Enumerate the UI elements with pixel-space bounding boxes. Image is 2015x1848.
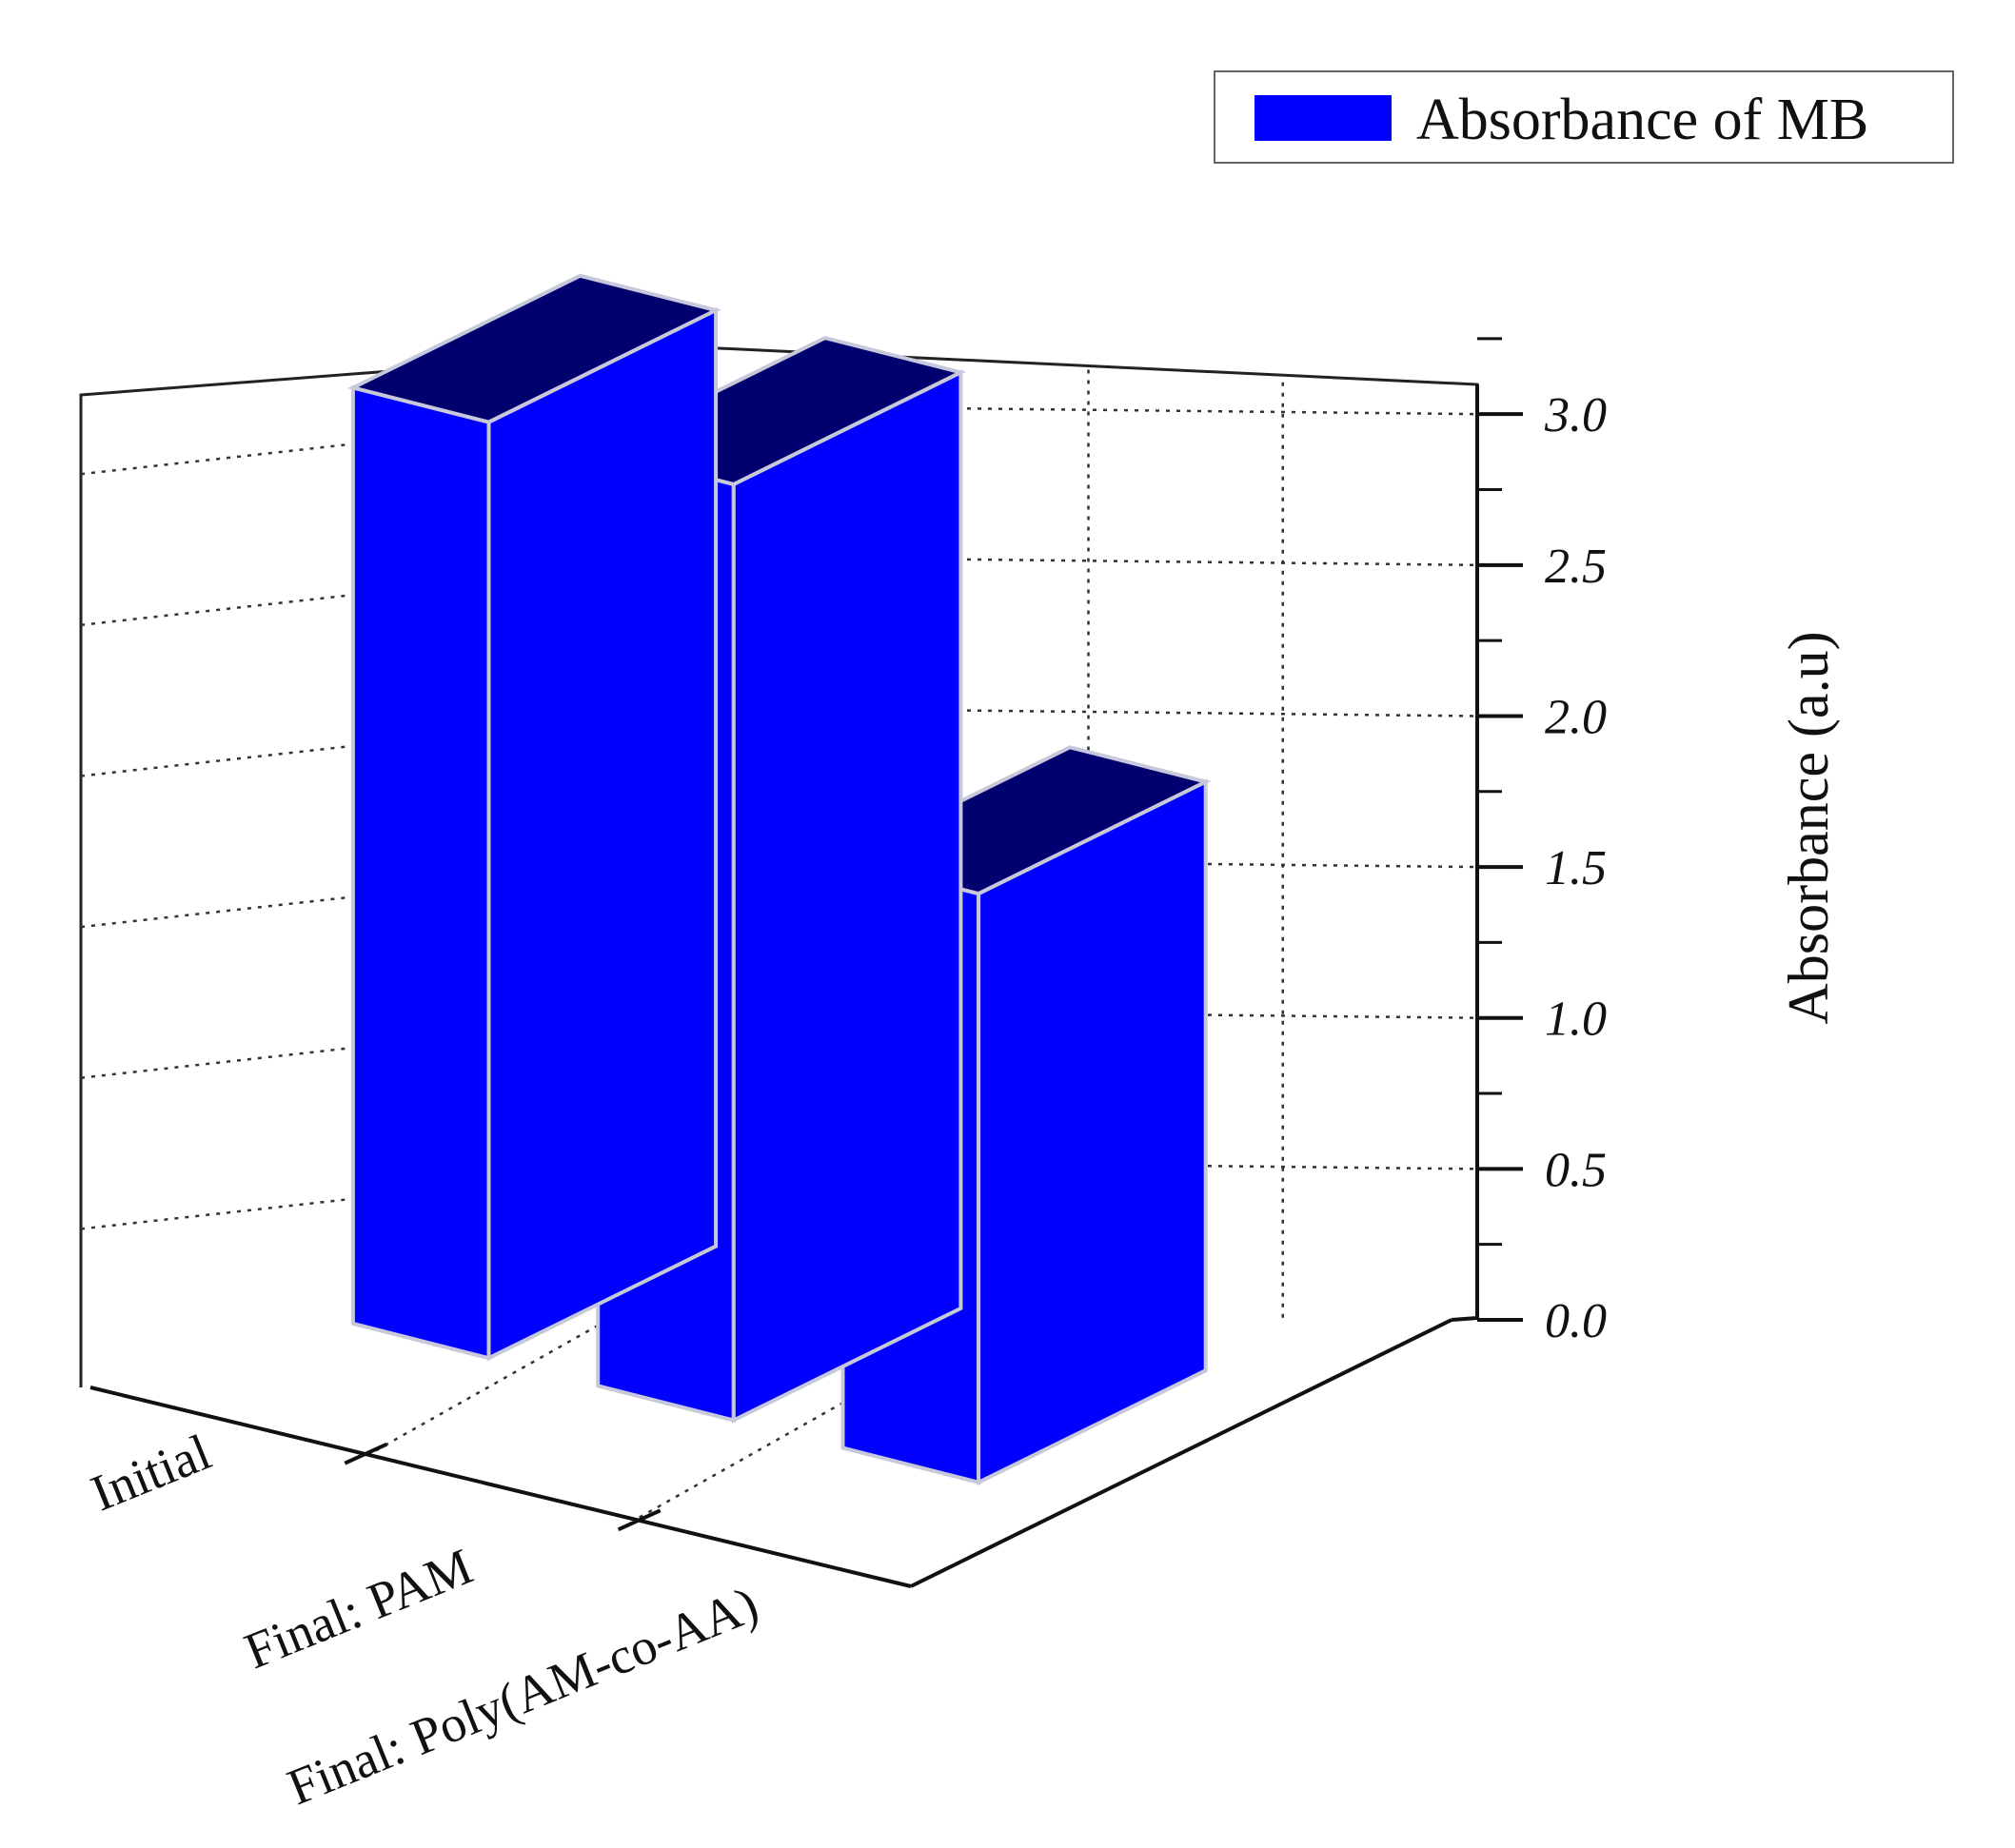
y-tick-label: 0.0 xyxy=(1545,1294,1607,1348)
axis-corner xyxy=(1451,1316,1478,1322)
y-tick-label: 0.5 xyxy=(1545,1143,1607,1197)
x-axis-line xyxy=(89,1386,912,1588)
x-category-label: Initial xyxy=(83,1423,218,1522)
bar-side-face xyxy=(977,778,1208,1486)
y-tick-label: 3.0 xyxy=(1544,388,1607,442)
x-category-label: Final: PAM xyxy=(237,1537,481,1680)
axes xyxy=(89,384,1479,1588)
y-axis-title: Absorbance (a.u) xyxy=(1777,631,1840,1024)
y-ticks: 0.0 0.5 1.0 1.5 2.0 2.5 3.0 xyxy=(1477,337,1607,1348)
y-tick-label: 2.0 xyxy=(1545,690,1607,744)
legend-label: Absorbance of MB xyxy=(1416,88,1868,152)
x-tick xyxy=(617,1508,662,1532)
bar-front-face xyxy=(350,384,491,1361)
bar-0 xyxy=(347,273,721,1362)
y-tick-label: 1.5 xyxy=(1545,841,1607,895)
bar-top-face xyxy=(347,273,721,424)
legend-swatch xyxy=(1254,95,1392,141)
legend: Absorbance of MB xyxy=(1214,70,1954,164)
depth-axis-line xyxy=(910,1318,1452,1588)
y-tick-label: 2.5 xyxy=(1545,540,1607,594)
legend-frame xyxy=(1214,70,1954,164)
y-tick-label: 1.0 xyxy=(1545,993,1607,1047)
bar-side-face xyxy=(486,306,719,1362)
bar-side-face xyxy=(731,369,963,1424)
bars xyxy=(347,273,1212,1486)
x-tick xyxy=(344,1442,388,1465)
